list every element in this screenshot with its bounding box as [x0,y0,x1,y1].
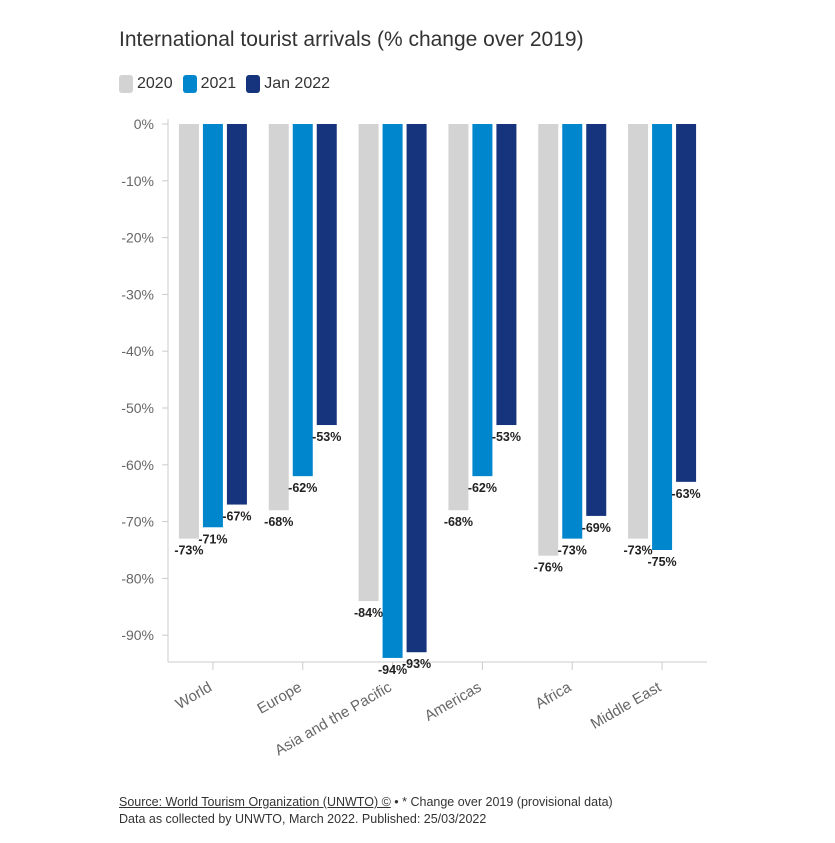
x-category-label: Africa [533,678,575,712]
data-label: -53% [492,430,521,444]
bar [472,124,493,477]
data-label: -53% [312,430,341,444]
bar [358,124,379,602]
legend-label-jan-2022: Jan 2022 [264,75,331,92]
bar [382,124,403,658]
bar [586,124,607,516]
data-label: -75% [647,555,676,569]
x-category-label: Americas [422,679,485,725]
source-link[interactable]: Source: World Tourism Organization (UNWT… [119,795,391,809]
bar [178,124,199,539]
data-label: -76% [534,561,563,575]
legend-item-2020[interactable]: 2020 [119,75,173,93]
bar [202,124,223,528]
bar [406,124,427,653]
bar [652,124,673,550]
chart-title: International tourist arrivals (% change… [119,28,584,51]
data-label: -62% [288,481,317,495]
chart-legend: 2020 2021 Jan 2022 [119,75,330,93]
bar [226,124,247,505]
y-tick-label: -30% [121,286,154,302]
bar [316,124,337,426]
footer-note: • * Change over 2019 (provisional data) [394,795,613,809]
legend-label-2021: 2021 [200,75,237,92]
y-tick-label: -90% [121,627,154,643]
y-tick-label: -70% [121,514,154,530]
y-tick-label: -40% [121,343,154,359]
y-tick-label: -20% [121,230,154,246]
bar [538,124,559,556]
bar [628,124,649,539]
data-label: -94% [378,663,407,677]
data-label: -93% [402,657,431,671]
bar [562,124,583,539]
footer-line-1: Source: World Tourism Organization (UNWT… [119,794,613,811]
y-tick-label: -50% [121,400,154,416]
bar [292,124,313,477]
bar [448,124,469,511]
data-label: -73% [174,544,203,558]
data-label: -62% [468,481,497,495]
y-tick-label: -10% [121,173,154,189]
data-label: -68% [264,515,293,529]
data-label: -84% [354,606,383,620]
y-tick-label: 0% [134,116,154,132]
data-label: -71% [198,532,227,546]
data-label: -69% [582,521,611,535]
legend-swatch-jan-2022 [246,75,261,93]
legend-item-2021[interactable]: 2021 [182,75,237,93]
legend-swatch-2020 [119,75,133,93]
legend-label-2020: 2020 [137,75,173,92]
x-category-label: Middle East [588,678,665,732]
bar [496,124,517,426]
data-label: -63% [671,487,700,501]
data-label: -68% [444,515,473,529]
data-label: -73% [623,544,652,558]
legend-swatch-2021 [182,75,197,93]
bar [676,124,697,482]
legend-item-jan-2022[interactable]: Jan 2022 [246,75,330,93]
y-tick-label: -80% [121,570,154,586]
x-category-label: Europe [254,679,304,718]
footer-line-2: Data as collected by UNWTO, March 2022. … [119,812,487,826]
data-label: -67% [222,510,251,524]
y-tick-label: -60% [121,457,154,473]
data-label: -73% [558,544,587,558]
bar [268,124,289,511]
chart-footer: Source: World Tourism Organization (UNWT… [119,794,613,828]
x-category-label: World [173,679,215,713]
